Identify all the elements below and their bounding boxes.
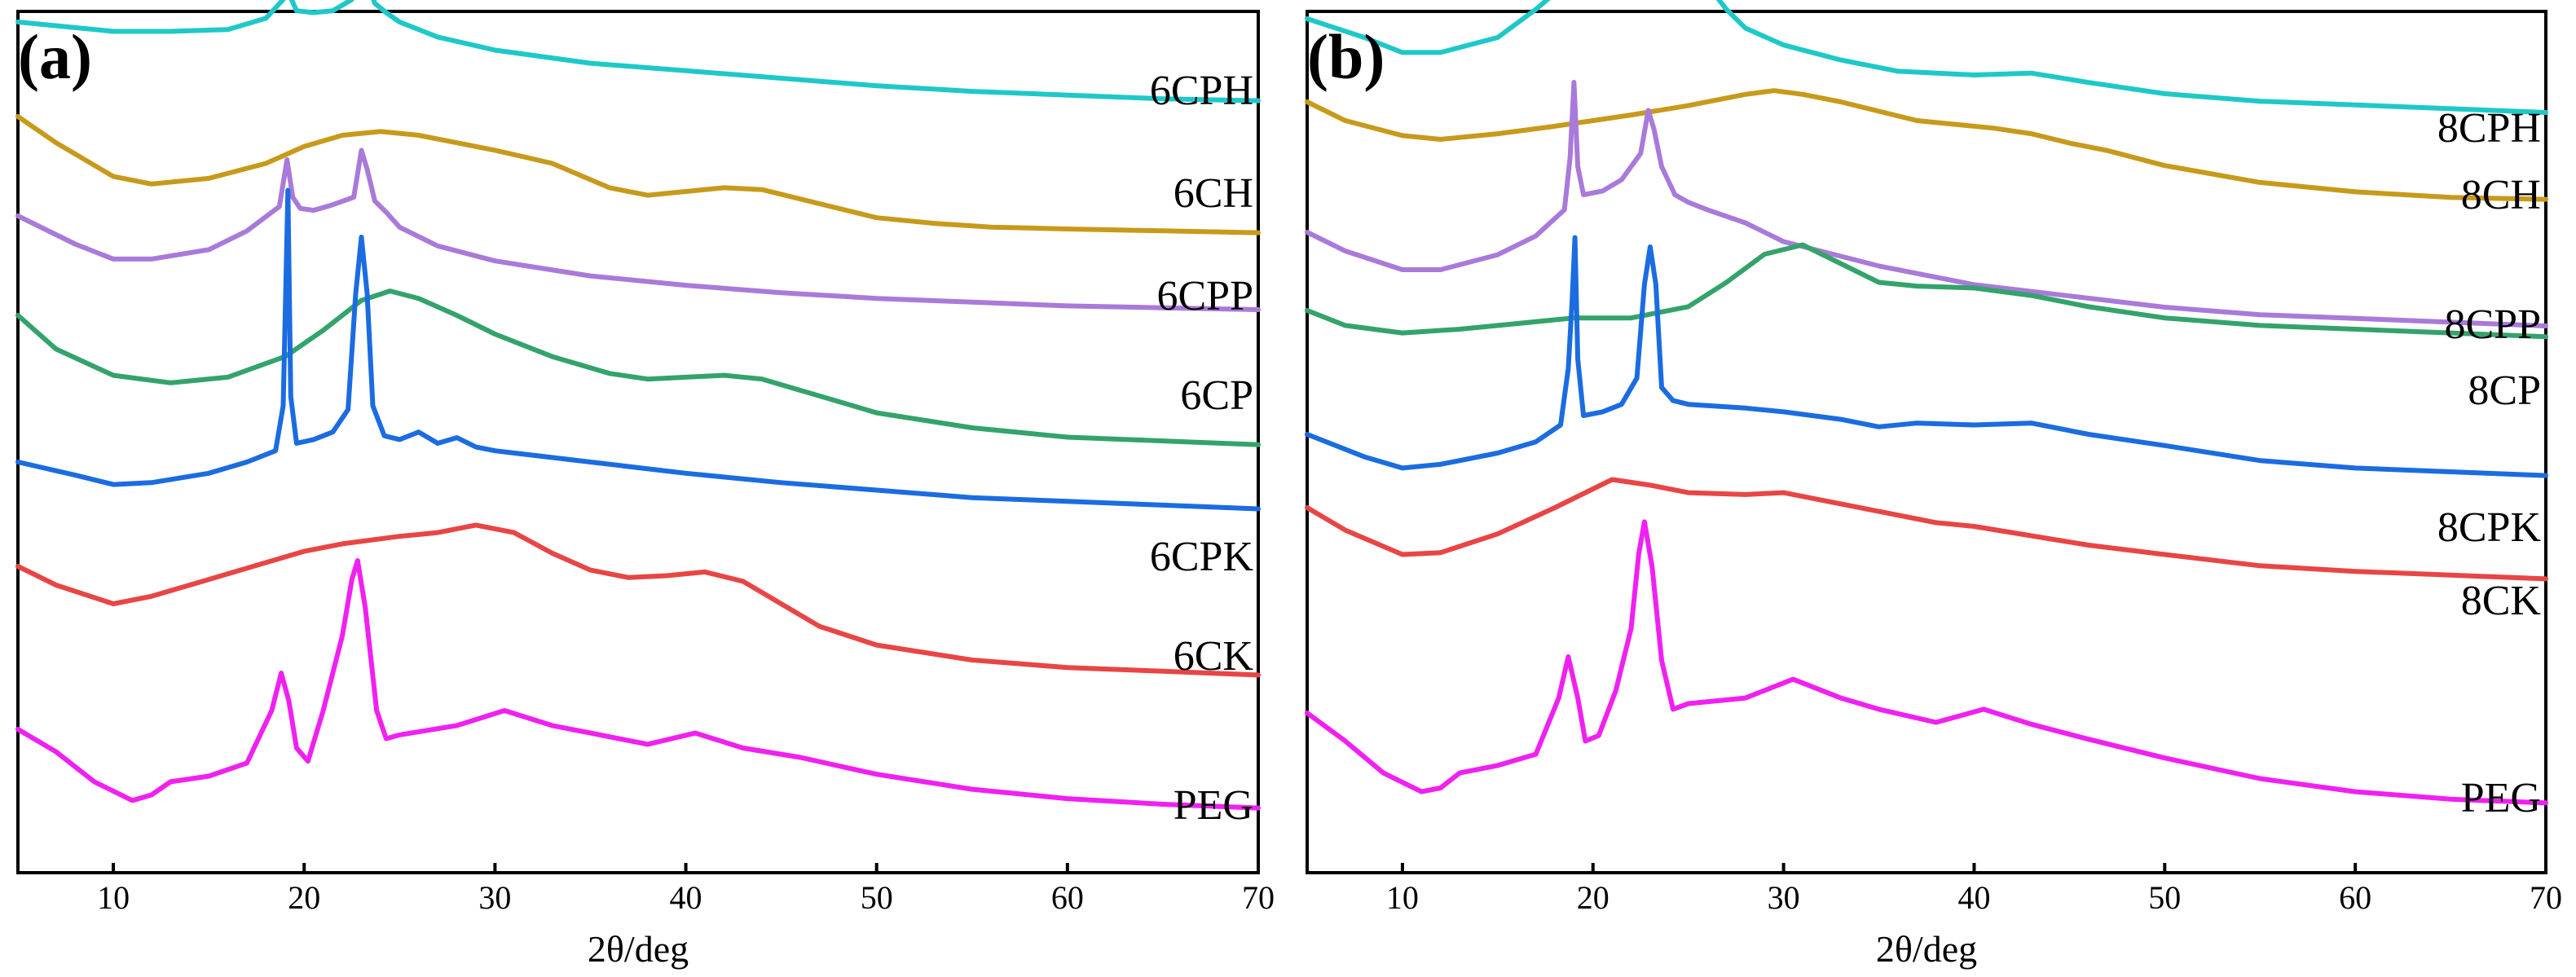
series-label-8cp: 8CP xyxy=(2468,367,2541,414)
x-tick-label-40: 40 xyxy=(1957,879,1990,916)
series-label-8cpp: 8CPP xyxy=(2444,301,2541,348)
series-8ck-line xyxy=(1305,477,2548,582)
x-axis-label-b: 2θ/deg xyxy=(1876,928,1977,970)
plot-frame-b xyxy=(1306,10,2547,874)
series-6ch-line xyxy=(15,114,1261,235)
series-8cp-line xyxy=(1305,242,2548,340)
series-peg-line xyxy=(15,558,1261,811)
plot-frame-a xyxy=(16,10,1260,874)
series-6cph-line xyxy=(15,0,1261,103)
panel-a-traces xyxy=(15,0,1261,811)
panel-b-x-axis: 10 20 30 40 50 60 70 xyxy=(1386,863,2562,916)
x-tick-label-20: 20 xyxy=(288,879,320,916)
series-8ch-line xyxy=(1305,88,2548,202)
panel-a-x-axis: 10 20 30 40 50 60 70 xyxy=(97,863,1275,916)
series-label-6cph: 6CPH xyxy=(1150,68,1253,114)
panel-label-a: (a) xyxy=(18,21,92,92)
x-tick-label-30: 30 xyxy=(1768,879,1800,916)
series-label-6ch: 6CH xyxy=(1174,170,1253,217)
series-8cpp-line xyxy=(1305,80,2548,328)
x-tick-label-60: 60 xyxy=(1051,879,1084,916)
panel-b-traces xyxy=(1305,0,2548,806)
series-label-6cpp: 6CPP xyxy=(1156,273,1253,319)
series-label-peg: PEG xyxy=(1174,782,1253,829)
x-axis-label-a: 2θ/deg xyxy=(588,928,689,970)
series-label-8cpk: 8CPK xyxy=(2437,504,2542,551)
series-6cpk-line xyxy=(15,187,1261,512)
x-tick-label-50: 50 xyxy=(2148,879,2181,916)
series-8cph-line xyxy=(1305,0,2548,115)
x-tick-label-20: 20 xyxy=(1577,879,1609,916)
x-tick-label-50: 50 xyxy=(861,879,893,916)
series-label-6cpk: 6CPK xyxy=(1150,534,1254,580)
series-6ck-line xyxy=(15,522,1261,678)
panel-a-series-labels: 6CPH 6CH 6CPP 6CP 6CPK 6CK PEG xyxy=(1150,68,1254,829)
panel-b-series-labels: 8CPH 8CH 8CPP 8CP 8CPK 8CK PEG xyxy=(2437,105,2542,821)
x-tick-label-10: 10 xyxy=(97,879,130,916)
series-label-8ck: 8CK xyxy=(2461,578,2542,624)
panel-b: 10 20 30 40 50 60 70 8CPH8CH8CPP8CP8CPK8CKPEG … xyxy=(1305,0,2562,970)
panel-label-b: (b) xyxy=(1307,21,1385,92)
series-8cpk-line xyxy=(1305,235,2548,478)
x-tick-label-40: 40 xyxy=(670,879,702,916)
x-tick-label-70: 70 xyxy=(1242,879,1275,916)
x-tick-label-10: 10 xyxy=(1386,879,1419,916)
series-label-8ch: 8CH xyxy=(2461,172,2541,218)
series-6cp-line xyxy=(15,288,1261,447)
series-label-6ck: 6CK xyxy=(1174,633,1254,680)
x-tick-label-60: 60 xyxy=(2339,879,2371,916)
panel-a: 10 20 30 40 50 60 70 6CPH6CH6CPP6CP6CPK6CKPEG … xyxy=(15,0,1275,970)
x-tick-label-30: 30 xyxy=(478,879,511,916)
series-label-8cph: 8CPH xyxy=(2437,105,2541,152)
series-peg-line xyxy=(1305,519,2548,806)
series-label-6cp: 6CP xyxy=(1180,372,1253,419)
series-label-peg: PEG xyxy=(2461,775,2541,821)
series-6cpp-line xyxy=(15,147,1261,312)
x-tick-label-70: 70 xyxy=(2530,879,2562,916)
